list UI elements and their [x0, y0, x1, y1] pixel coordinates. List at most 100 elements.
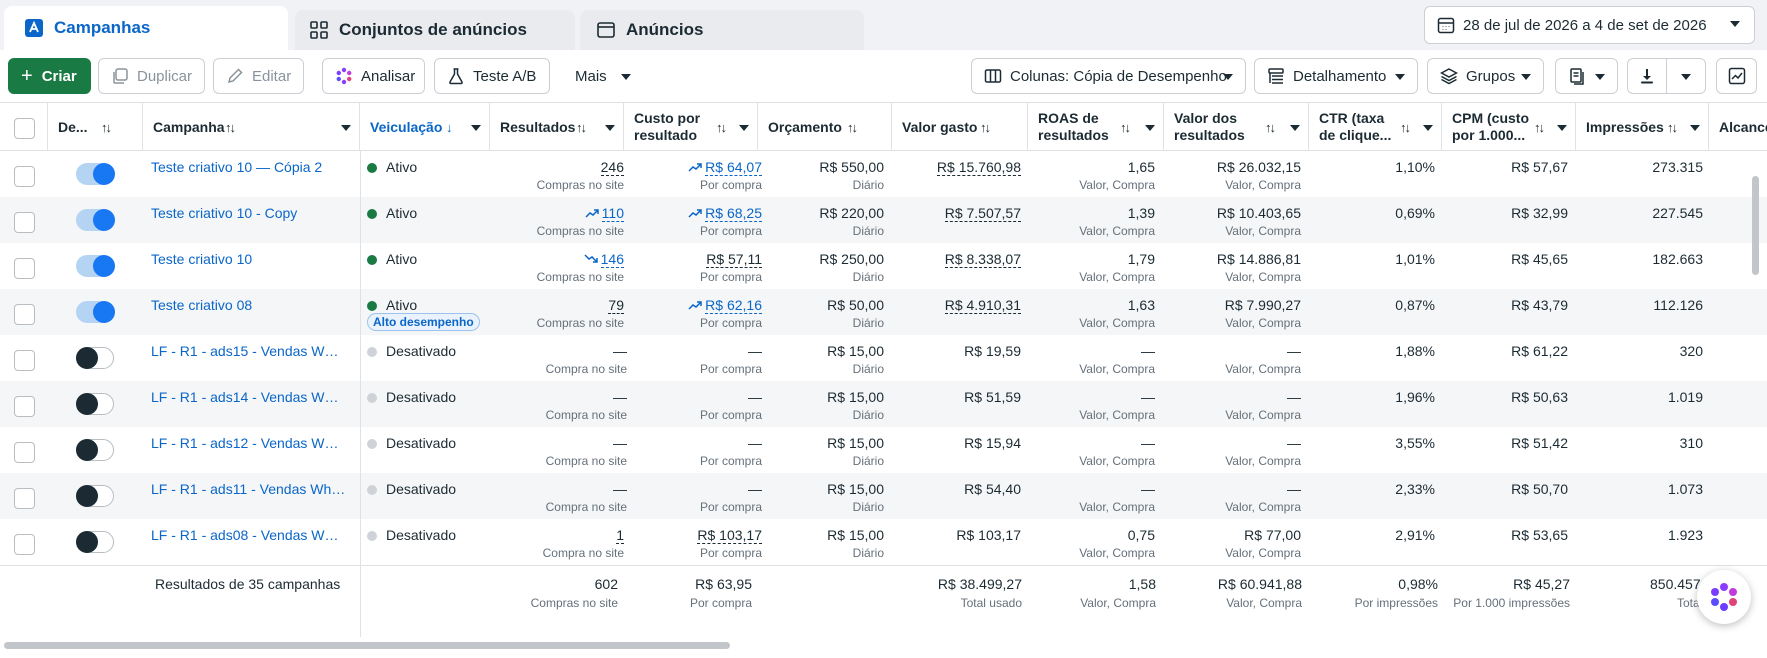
- campaign-name-link[interactable]: LF - R1 - ads14 - Vendas Whatsapp: [151, 389, 346, 405]
- cost-per-result[interactable]: R$ 62,16: [688, 297, 762, 314]
- sort-icon[interactable]: ↑↓: [1400, 120, 1411, 135]
- tab-campaigns[interactable]: Campanhas: [4, 6, 288, 50]
- budget-value[interactable]: R$ 15,00: [827, 343, 884, 359]
- high-performance-badge[interactable]: Alto desempenho: [367, 313, 480, 331]
- col-results-value[interactable]: Valor dos resultados ↑↓: [1164, 103, 1309, 151]
- col-delivery-toggle[interactable]: De... ↑↓: [48, 103, 143, 151]
- tab-ads[interactable]: Anúncios: [580, 10, 864, 50]
- delivery-toggle[interactable]: [76, 347, 114, 369]
- table-row[interactable]: Teste criativo 10 Ativo 146 Compras no s…: [0, 243, 1767, 289]
- table-row[interactable]: Teste criativo 10 — Cópia 2 Ativo 246 Co…: [0, 151, 1767, 197]
- delivery-toggle[interactable]: [76, 393, 114, 415]
- delivery-toggle[interactable]: [76, 209, 115, 231]
- campaign-name-link[interactable]: LF - R1 - ads11 - Vendas Whatsapp: [151, 481, 346, 497]
- cost-per-result[interactable]: —: [748, 343, 762, 359]
- results-value[interactable]: —: [613, 481, 627, 497]
- chevron-down-icon[interactable]: [1145, 125, 1155, 131]
- table-row[interactable]: LF - R1 - ads15 - Vendas Whatsapp Desati…: [0, 335, 1767, 381]
- table-row[interactable]: LF - R1 - ads12 - Vendas Whatsapp Desati…: [0, 427, 1767, 473]
- row-checkbox[interactable]: [14, 534, 35, 555]
- delivery-toggle[interactable]: [76, 255, 115, 277]
- campaign-name-link[interactable]: LF - R1 - ads15 - Vendas Whatsapp: [151, 343, 346, 359]
- budget-value[interactable]: R$ 220,00: [819, 205, 884, 221]
- groups-button[interactable]: Grupos: [1427, 58, 1544, 94]
- campaign-name-link[interactable]: Teste criativo 10: [151, 251, 253, 267]
- charts-button[interactable]: [1716, 58, 1757, 94]
- sort-icon[interactable]: ↑↓: [225, 120, 236, 135]
- chevron-down-icon[interactable]: [739, 125, 749, 131]
- chevron-down-icon[interactable]: [605, 125, 615, 131]
- col-cost-per-result[interactable]: Custo por resultado ↑↓: [624, 103, 758, 151]
- campaign-name-link[interactable]: Teste criativo 10 - Copy: [151, 205, 298, 221]
- chevron-down-icon[interactable]: [1423, 125, 1433, 131]
- chevron-down-icon[interactable]: [1690, 125, 1700, 131]
- cost-per-result[interactable]: —: [748, 389, 762, 405]
- create-button[interactable]: + Criar: [8, 58, 91, 94]
- sort-icon[interactable]: ↑↓: [101, 120, 112, 135]
- budget-value[interactable]: R$ 15,00: [827, 389, 884, 405]
- table-row[interactable]: LF - R1 - ads14 - Vendas Whatsapp Desati…: [0, 381, 1767, 427]
- campaign-name-link[interactable]: LF - R1 - ads12 - Vendas Whatsapp: [151, 435, 346, 451]
- chevron-down-icon[interactable]: [1290, 125, 1300, 131]
- chevron-down-icon[interactable]: [471, 125, 481, 131]
- budget-value[interactable]: R$ 50,00: [827, 297, 884, 313]
- cost-per-result[interactable]: R$ 64,07: [688, 159, 762, 176]
- vertical-scrollbar[interactable]: [1752, 176, 1759, 275]
- table-row[interactable]: Teste criativo 08 Ativo Alto desempenho …: [0, 289, 1767, 335]
- horizontal-scrollbar[interactable]: [4, 642, 730, 649]
- col-delivery[interactable]: Veiculação ↓: [360, 103, 490, 151]
- col-ctr[interactable]: CTR (taxa de clique... ↑↓: [1309, 103, 1442, 151]
- columns-button[interactable]: Colunas: Cópia de Desempenho: [971, 58, 1246, 94]
- select-all-checkbox[interactable]: [14, 118, 35, 139]
- budget-value[interactable]: R$ 250,00: [819, 251, 884, 267]
- ab-test-button[interactable]: Teste A/B: [434, 58, 550, 94]
- duplicate-button[interactable]: Duplicar: [98, 58, 205, 94]
- col-reach[interactable]: Alcance: [1709, 103, 1767, 151]
- results-value[interactable]: —: [613, 389, 627, 405]
- sort-icon[interactable]: ↑↓: [1667, 120, 1678, 135]
- row-checkbox[interactable]: [14, 304, 35, 325]
- results-value[interactable]: 79: [608, 297, 624, 314]
- edit-button[interactable]: Editar: [213, 58, 304, 94]
- more-button[interactable]: Mais: [564, 58, 644, 94]
- row-checkbox[interactable]: [14, 396, 35, 417]
- col-results[interactable]: Resultados ↑↓: [490, 103, 624, 151]
- row-checkbox[interactable]: [14, 212, 35, 233]
- budget-value[interactable]: R$ 15,00: [827, 481, 884, 497]
- budget-value[interactable]: R$ 550,00: [819, 159, 884, 175]
- sort-icon[interactable]: ↑↓: [576, 120, 587, 135]
- col-cpm[interactable]: CPM (custo por 1.000... ↑↓: [1442, 103, 1576, 151]
- sort-icon[interactable]: ↑↓: [1265, 120, 1276, 135]
- cost-per-result[interactable]: R$ 57,11: [706, 251, 762, 268]
- sort-icon[interactable]: ↑↓: [1120, 120, 1131, 135]
- analyze-button[interactable]: Analisar: [322, 58, 425, 94]
- col-impressions[interactable]: Impressões ↑↓: [1576, 103, 1709, 151]
- budget-value[interactable]: R$ 15,00: [827, 527, 884, 543]
- row-checkbox[interactable]: [14, 166, 35, 187]
- table-row[interactable]: LF - R1 - ads11 - Vendas Whatsapp Desati…: [0, 473, 1767, 519]
- table-row[interactable]: LF - R1 - ads08 - Vendas Whatsapp Desati…: [0, 519, 1767, 565]
- sort-icon[interactable]: ↑↓: [716, 120, 727, 135]
- results-value[interactable]: 1: [616, 527, 624, 544]
- row-checkbox[interactable]: [14, 442, 35, 463]
- row-checkbox[interactable]: [14, 488, 35, 509]
- col-campaign[interactable]: Campanha ↑↓: [143, 103, 360, 151]
- export-button[interactable]: [1627, 58, 1667, 94]
- cost-per-result[interactable]: R$ 68,25: [688, 205, 762, 222]
- chevron-down-icon[interactable]: [1557, 125, 1567, 131]
- delivery-toggle[interactable]: [76, 485, 114, 507]
- reports-button[interactable]: [1555, 58, 1618, 94]
- col-spent[interactable]: Valor gasto ↑↓: [892, 103, 1028, 151]
- results-value[interactable]: 246: [600, 159, 624, 176]
- col-roas[interactable]: ROAS de resultados ↑↓: [1028, 103, 1164, 151]
- table-row[interactable]: Teste criativo 10 - Copy Ativo 110 Compr…: [0, 197, 1767, 243]
- cost-per-result[interactable]: R$ 103,17: [697, 527, 762, 544]
- tab-adsets[interactable]: Conjuntos de anúncios: [295, 10, 575, 50]
- date-range-picker[interactable]: 28 de jul de 2026 a 4 de set de 2026: [1424, 6, 1755, 44]
- budget-value[interactable]: R$ 15,00: [827, 435, 884, 451]
- delivery-toggle[interactable]: [76, 439, 114, 461]
- breakdown-button[interactable]: Detalhamento: [1254, 58, 1418, 94]
- results-value[interactable]: —: [613, 343, 627, 359]
- delivery-toggle[interactable]: [76, 163, 115, 185]
- ai-assistant-button[interactable]: [1697, 570, 1751, 624]
